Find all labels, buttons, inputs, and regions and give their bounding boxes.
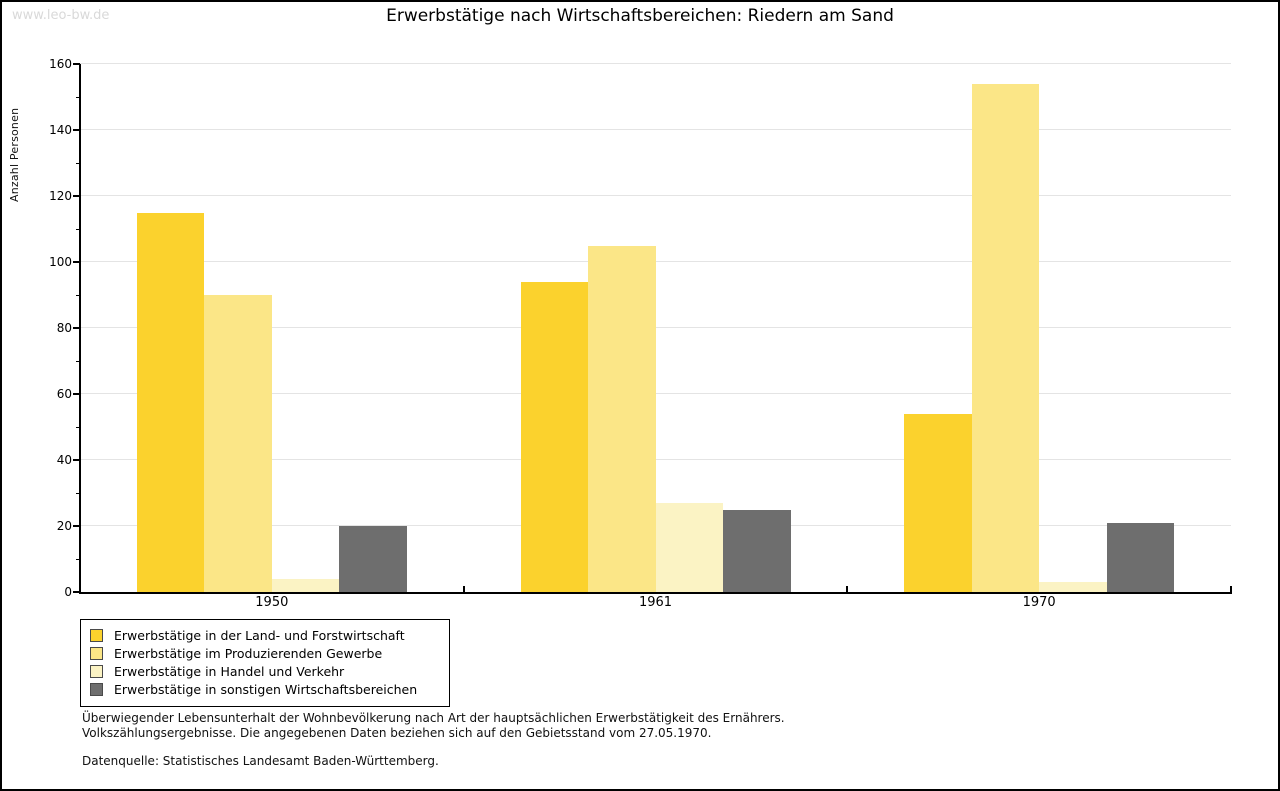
y-axis-tick-label: 140	[49, 123, 72, 137]
legend-item: Erwerbstätige in der Land- und Forstwirt…	[90, 627, 440, 644]
bar	[588, 245, 656, 592]
gridline	[80, 393, 1231, 394]
bar	[520, 281, 588, 592]
footer-note-line1: Überwiegender Lebensunterhalt der Wohnbe…	[82, 711, 785, 725]
y-axis-tick-label: 160	[49, 57, 72, 71]
bar	[1106, 522, 1175, 592]
legend: Erwerbstätige in der Land- und Forstwirt…	[80, 619, 450, 707]
y-axis-minor-tick	[76, 361, 80, 362]
legend-swatch	[90, 647, 103, 660]
bar	[204, 295, 272, 592]
legend-label: Erwerbstätige in der Land- und Forstwirt…	[114, 628, 405, 643]
footer-notes: Überwiegender Lebensunterhalt der Wohnbe…	[82, 711, 785, 769]
gridline	[80, 129, 1231, 130]
y-axis-tick-label: 0	[64, 585, 72, 599]
bar	[136, 212, 205, 592]
y-axis-minor-tick	[76, 163, 80, 164]
y-axis-tick-label: 120	[49, 189, 72, 203]
y-axis-title: Anzahl Personen	[8, 107, 21, 202]
legend-swatch	[90, 683, 103, 696]
y-axis-minor-tick	[76, 427, 80, 428]
bar	[971, 83, 1040, 592]
x-axis-category-label: 1950	[255, 595, 289, 610]
gridline	[80, 459, 1231, 460]
legend-swatch	[90, 665, 103, 678]
y-axis-tick-label: 40	[56, 453, 72, 467]
y-axis-tick-label: 20	[56, 519, 72, 533]
gridline	[80, 63, 1231, 64]
legend-swatch	[90, 629, 103, 642]
footer-note-line2: Volkszählungsergebnisse. Die angegebenen…	[82, 726, 712, 740]
x-axis-line	[79, 592, 1232, 594]
x-axis-tick	[846, 586, 849, 592]
gridline	[80, 261, 1231, 262]
x-axis-tick	[79, 586, 81, 592]
legend-label: Erwerbstätige im Produzierenden Gewerbe	[114, 646, 383, 661]
gridline	[80, 195, 1231, 196]
y-axis-minor-tick	[76, 493, 80, 494]
footer-source: Datenquelle: Statistisches Landesamt Bad…	[82, 754, 439, 768]
legend-item: Erwerbstätige in Handel und Verkehr	[90, 663, 440, 680]
y-axis-major-tick	[73, 591, 80, 593]
bar	[904, 413, 972, 592]
y-axis-minor-tick	[76, 97, 80, 98]
y-axis-line	[79, 64, 81, 594]
bar	[339, 526, 407, 592]
y-axis-major-tick	[73, 459, 80, 461]
bar	[655, 502, 723, 592]
y-axis-tick-label: 100	[49, 255, 72, 269]
y-axis-major-tick	[73, 261, 80, 263]
bar	[1039, 582, 1107, 592]
y-axis-major-tick	[73, 195, 80, 197]
y-axis-minor-tick	[76, 229, 80, 230]
legend-label: Erwerbstätige in Handel und Verkehr	[114, 664, 345, 679]
y-axis-minor-tick	[76, 295, 80, 296]
y-axis-major-tick	[73, 327, 80, 329]
legend-item: Erwerbstätige in sonstigen Wirtschaftsbe…	[90, 681, 440, 698]
x-axis-tick	[462, 586, 465, 592]
y-axis-major-tick	[73, 525, 80, 527]
x-axis-tick	[1230, 586, 1232, 592]
y-axis-tick-label: 80	[56, 321, 72, 335]
legend-label: Erwerbstätige in sonstigen Wirtschaftsbe…	[114, 682, 418, 697]
y-axis-major-tick	[73, 63, 80, 65]
y-axis-major-tick	[73, 393, 80, 395]
y-axis-major-tick	[73, 129, 80, 131]
chart-title: Erwerbstätige nach Wirtschaftsbereichen:…	[386, 6, 894, 26]
gridline	[80, 327, 1231, 328]
plot-area	[80, 63, 1231, 592]
y-axis-tick-label: 60	[56, 387, 72, 401]
x-axis-category-label: 1961	[638, 595, 673, 610]
legend-item: Erwerbstätige im Produzierenden Gewerbe	[90, 645, 440, 662]
bar	[723, 509, 791, 592]
x-axis-category-label: 1970	[1022, 595, 1056, 610]
watermark: www.leo-bw.de	[12, 8, 110, 23]
y-axis-minor-tick	[76, 559, 80, 560]
bar	[271, 578, 340, 592]
